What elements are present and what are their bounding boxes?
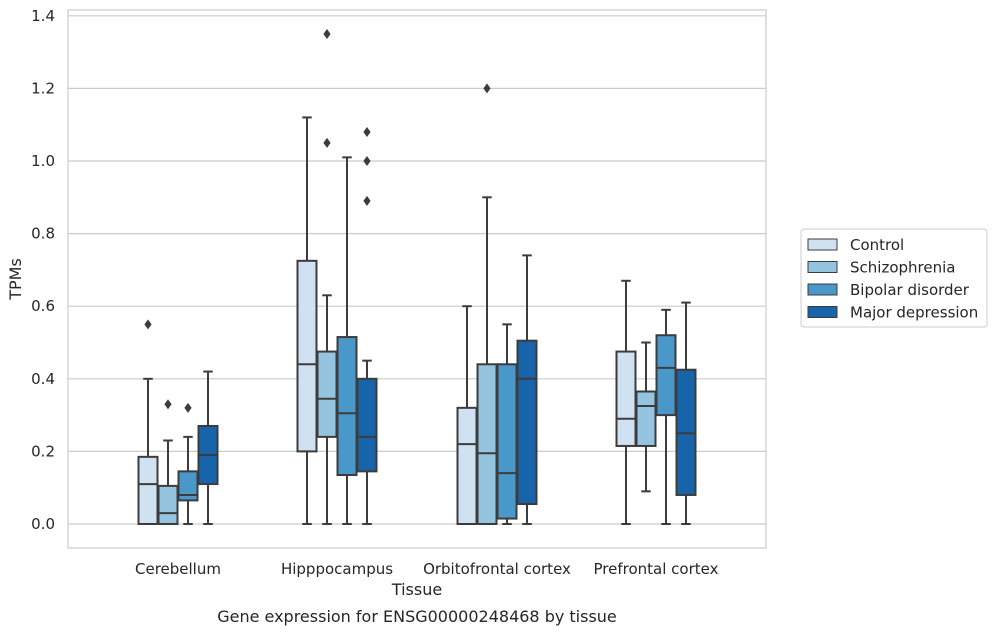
box-series [137, 28, 697, 526]
legend-swatch [807, 238, 838, 251]
y-tick-label: 1.4 [31, 7, 55, 25]
y-tick-label: 0.2 [31, 442, 55, 460]
outlier-point [144, 319, 152, 330]
box-control [456, 305, 478, 525]
outlier-point [184, 402, 192, 413]
box-iqr [516, 339, 538, 506]
box-control [615, 279, 637, 525]
y-tick-label: 0.8 [31, 225, 55, 243]
y-tick-label: 1.0 [31, 152, 55, 170]
box-iqr [177, 470, 199, 502]
y-tick-label: 0.6 [31, 297, 55, 315]
box-iqr [296, 259, 318, 453]
chart-caption: Gene expression for ENSG00000248468 by t… [217, 607, 617, 626]
x-tick-label: Hipppocampus [281, 560, 393, 578]
box-iqr [456, 406, 478, 525]
x-tick-labels: Cerebellum Hipppocampus Orbitofrontal cort… [135, 560, 719, 578]
box-bipolar-disorder [655, 308, 677, 525]
grid-lines [68, 15, 766, 525]
box-schizophrenia [635, 341, 657, 493]
outlier-point [363, 195, 371, 206]
legend: Control Schizophrenia Bipolar disorder Majo… [800, 228, 988, 328]
box-bipolar-disorder [336, 156, 358, 525]
box-bipolar-disorder [177, 402, 199, 525]
box-iqr [655, 334, 677, 417]
box-major-depression [356, 126, 378, 525]
outlier-point [323, 137, 331, 148]
legend-label: Bipolar disorder [850, 281, 970, 299]
box-major-depression [516, 254, 538, 525]
outlier-point [164, 399, 172, 410]
x-tick-label: Orbitofrontal cortex [423, 560, 571, 578]
legend-label: Major depression [850, 304, 978, 322]
box-iqr [635, 390, 657, 447]
legend-label: Control [850, 236, 904, 254]
x-axis-label: Tissue [391, 580, 442, 599]
legend-frame [800, 228, 988, 328]
box-schizophrenia [316, 28, 338, 525]
outlier-point [483, 83, 491, 94]
box-control [137, 319, 159, 525]
legend-swatch [807, 283, 838, 296]
box-bipolar-disorder [496, 323, 518, 525]
box-iqr [356, 377, 378, 473]
y-axis-label: TPMs [6, 258, 25, 301]
x-tick-label: Prefrontal cortex [594, 560, 719, 578]
outlier-point [323, 28, 331, 39]
box-schizophrenia [476, 83, 498, 525]
box-control [296, 116, 318, 525]
box-iqr [316, 350, 338, 438]
outlier-point [363, 126, 371, 137]
box-major-depression [197, 370, 219, 525]
box-iqr [137, 455, 159, 525]
box-iqr [476, 363, 498, 525]
y-tick-label: 1.2 [31, 79, 55, 97]
legend-label: Schizophrenia [850, 259, 955, 277]
box-iqr [336, 336, 358, 476]
y-tick-label: 0.4 [31, 370, 55, 388]
x-tick-label: Cerebellum [135, 560, 221, 578]
box-iqr [496, 363, 518, 520]
plot-frame [67, 9, 767, 549]
y-tick-label: 0.0 [31, 515, 55, 533]
box-iqr [157, 484, 179, 526]
legend-swatch [807, 261, 838, 273]
box-schizophrenia [157, 399, 179, 526]
box-major-depression [675, 301, 697, 525]
box-iqr [615, 350, 637, 447]
y-tick-labels: 0.0 0.2 0.4 0.6 0.8 1.0 1.2 1.4 [31, 7, 55, 533]
legend-swatch [807, 306, 838, 318]
outlier-point [363, 156, 371, 166]
